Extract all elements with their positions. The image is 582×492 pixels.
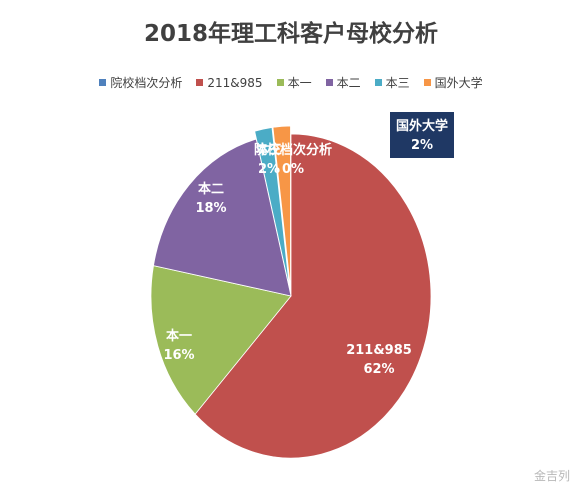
legend-item-3: 本二 [325, 74, 361, 91]
legend-label-1: 211&985 [207, 75, 263, 90]
watermark: 金吉列 [533, 469, 570, 483]
chart-legend: 院校档次分析 211&985 本一 本二 本三 国外大学 [0, 74, 582, 91]
legend-item-4: 本三 [374, 74, 410, 91]
slice-name-label-4: 本三 [256, 142, 282, 158]
callout-value-label: 2% [411, 138, 433, 153]
legend-item-2: 本一 [276, 74, 312, 91]
legend-label-0: 院校档次分析 [110, 76, 183, 90]
legend-swatch-0 [99, 79, 107, 86]
legend-swatch-2 [276, 79, 284, 86]
legend-item-1: 211&985 [196, 74, 263, 91]
legend-swatch-1 [196, 79, 204, 86]
pie-slice-3 [153, 138, 292, 297]
slice-name-label-0: 院校档次分析 [254, 142, 332, 158]
chart-title: 2018年理工科客户母校分析 [143, 21, 438, 47]
legend-swatch-4 [374, 79, 382, 86]
legend-label-5: 国外大学 [434, 76, 483, 90]
slice-name-label-2: 本一 [166, 328, 192, 344]
legend-item-0: 院校档次分析 [99, 74, 182, 91]
legend-swatch-5 [423, 79, 431, 86]
callout-box [390, 112, 454, 158]
slice-value-label-0: 0% [282, 162, 304, 177]
pie-slice-5 [272, 125, 291, 289]
pie-slice-4 [254, 126, 290, 289]
legend-label-4: 本三 [385, 76, 410, 90]
slice-value-label-1: 62% [363, 362, 394, 377]
slice-value-label-4: 2% [258, 162, 280, 177]
slice-name-label-1: 211&985 [346, 343, 412, 358]
callout-name-label: 国外大学 [396, 118, 448, 134]
pie-slice-2 [150, 265, 292, 415]
slice-value-label-2: 16% [163, 348, 194, 363]
legend-label-3: 本二 [336, 76, 361, 90]
legend-swatch-3 [325, 79, 333, 86]
legend-item-5: 国外大学 [423, 74, 483, 91]
slice-name-label-3: 本二 [198, 181, 224, 197]
pie-slice-1 [194, 133, 432, 459]
slice-value-label-3: 18% [195, 201, 226, 216]
legend-label-2: 本一 [287, 76, 312, 90]
